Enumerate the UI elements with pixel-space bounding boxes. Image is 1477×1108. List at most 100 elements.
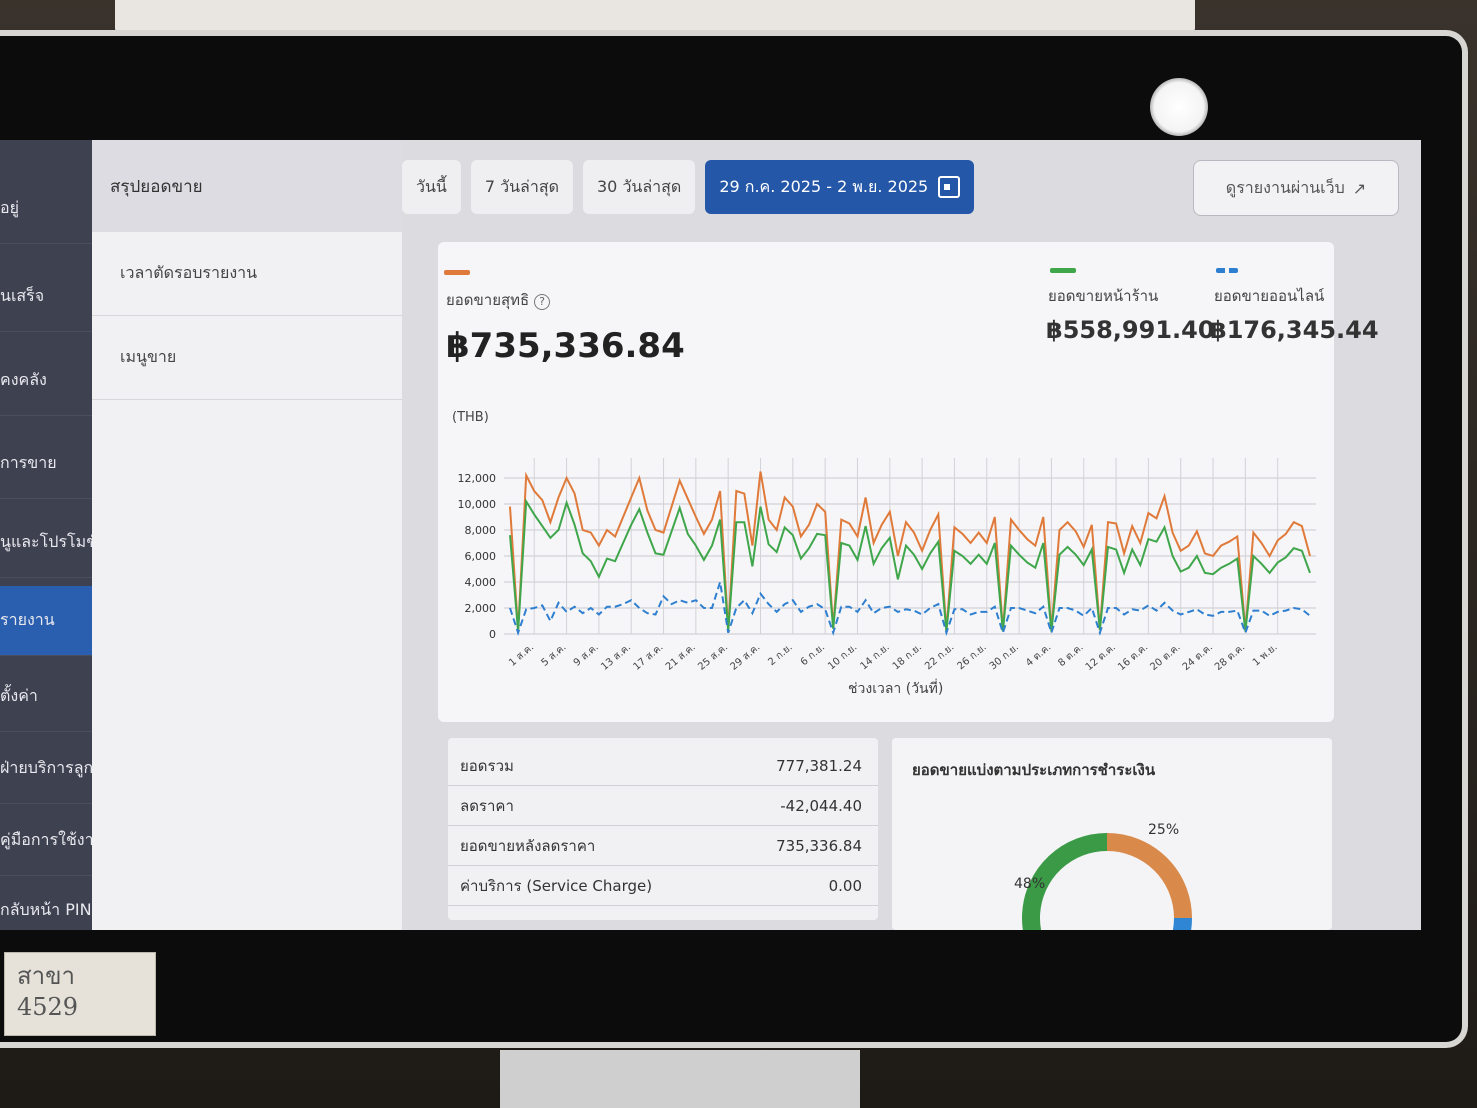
y-tick-label: 4,000 xyxy=(465,576,497,589)
online-legend-swatch xyxy=(1216,268,1238,273)
tab-last-30-days[interactable]: 30 วันล่าสุด xyxy=(583,160,696,214)
donut-slice[interactable] xyxy=(1022,833,1108,930)
x-tick-label: 9 ส.ค. xyxy=(572,642,601,669)
tab-last-7-days[interactable]: 7 วันล่าสุด xyxy=(470,160,573,214)
sidebar-item-0[interactable]: อยู่ xyxy=(0,174,150,244)
x-tick-label: 1 พ.ย. xyxy=(1251,642,1280,669)
summary-row: ยอดขายหลังลดราคา 735,336.84 xyxy=(448,826,878,866)
device-top-stand xyxy=(115,0,1195,34)
summary-row: ลดราคา -42,044.40 xyxy=(448,786,878,826)
sidebar-item-7[interactable]: ฝ่ายบริการลูกค้า xyxy=(0,734,150,804)
sidebar-item-8[interactable]: คู่มือการใช้งาน xyxy=(0,806,150,876)
x-tick-label: 20 ต.ค. xyxy=(1148,642,1182,673)
payment-donut-chart: 48% 25% xyxy=(1014,822,1192,930)
net-sales-label: ยอดขายสุทธิ ? xyxy=(446,288,550,312)
tab-today[interactable]: วันนี้ xyxy=(402,160,461,214)
x-tick-label: 22 ก.ย. xyxy=(923,642,956,672)
help-icon[interactable]: ? xyxy=(533,294,550,310)
summary-row-value: 777,381.24 xyxy=(776,756,862,775)
summary-row-label: ลดราคา xyxy=(460,796,514,815)
x-tick-label: 6 ก.ย. xyxy=(799,642,827,668)
store-sales-label: ยอดขายหน้าร้าน xyxy=(1048,287,1159,305)
sidebar-item-6[interactable]: ตั้งค่า xyxy=(0,662,150,732)
payment-breakdown-title: ยอดขายแบ่งตามประเภทการชำระเงิน xyxy=(912,761,1156,779)
donut-label-25: 25% xyxy=(1148,822,1179,838)
view-web-report-button[interactable]: ดูรายงานผ่านเว็บ ↗ xyxy=(1193,160,1399,216)
x-tick-label: 24 ต.ค. xyxy=(1181,642,1215,673)
branch-sticker: สาขา 4529 xyxy=(4,952,156,1036)
summary-row-value: 735,336.84 xyxy=(776,836,862,855)
summary-row-value: -42,044.40 xyxy=(780,796,862,815)
donut-slice[interactable] xyxy=(1106,833,1192,919)
sidebar-item-9[interactable]: กลับหน้า PIN xyxy=(0,876,150,930)
sidebar-item-label: อยู่ xyxy=(0,198,19,217)
donut-slice[interactable] xyxy=(1097,917,1192,930)
report-subnav: สรุปยอดขาย เวลาตัดรอบรายงาน เมนูขาย xyxy=(92,140,402,930)
sidebar-item-label: กลับหน้า PIN xyxy=(0,900,92,919)
x-tick-label: 13 ส.ค. xyxy=(599,642,633,673)
summary-row-label: ยอดขายหลังลดราคา xyxy=(460,836,596,855)
subnav-item-cutoff[interactable]: เวลาตัดรอบรายงาน xyxy=(92,232,402,316)
x-tick-label: 29 ส.ค. xyxy=(729,642,763,673)
x-tick-label: 25 ส.ค. xyxy=(696,642,730,673)
y-tick-label: 6,000 xyxy=(465,550,497,563)
store-sales-value: ฿558,991.40 xyxy=(1046,316,1215,344)
subnav-header[interactable]: สรุปยอดขาย xyxy=(92,140,402,232)
sidebar-item-3[interactable]: การขาย xyxy=(0,429,150,499)
online-sales-value: ฿176,345.44 xyxy=(1210,316,1379,344)
net-sales-value: ฿735,336.84 xyxy=(446,326,685,366)
chart-unit-label: (THB) xyxy=(452,410,489,425)
sidebar-item-label: นูและโปรโมชั่น xyxy=(0,532,108,551)
store-series-line xyxy=(509,498,1311,632)
y-tick-label: 2,000 xyxy=(465,602,497,615)
x-axis-title: ช่วงเวลา (วันที่) xyxy=(848,681,944,697)
x-tick-label: 10 ก.ย. xyxy=(826,642,859,672)
net-legend-swatch xyxy=(444,270,470,275)
sticker-line-2: 4529 xyxy=(17,993,79,1022)
sidebar-item-label: การขาย xyxy=(0,453,57,472)
y-tick-label: 0 xyxy=(489,628,496,641)
store-legend-swatch xyxy=(1050,268,1076,273)
x-tick-label: 21 ส.ค. xyxy=(664,642,698,673)
x-tick-label: 16 ต.ค. xyxy=(1116,642,1150,673)
x-tick-label: 2 ก.ย. xyxy=(766,642,794,668)
sidebar-item-label: รายงาน xyxy=(0,610,55,629)
x-tick-label: 1 ส.ค. xyxy=(507,642,536,669)
light-glare xyxy=(1150,78,1208,136)
x-tick-label: 14 ก.ย. xyxy=(858,642,891,672)
online-sales-label: ยอดขายออนไลน์ xyxy=(1214,287,1325,305)
view-web-report-label: ดูรายงานผ่านเว็บ xyxy=(1225,177,1345,197)
summary-row-label: ค่าบริการ (Service Charge) xyxy=(460,876,653,895)
payment-breakdown-card: ยอดขายแบ่งตามประเภทการชำระเงิน 48% 25% xyxy=(892,738,1332,930)
sales-chart-card: ยอดขายสุทธิ ? ฿735,336.84 ยอดขายหน้าร้าน… xyxy=(438,242,1379,722)
x-tick-label: 4 ต.ค. xyxy=(1024,642,1053,669)
main-panel: วันนี้ 7 วันล่าสุด 30 วันล่าสุด 29 ก.ค. … xyxy=(402,140,1421,930)
sidebar-item-1[interactable]: นเสร็จ xyxy=(0,262,150,332)
y-tick-label: 8,000 xyxy=(465,524,497,537)
x-tick-label: 26 ก.ย. xyxy=(955,642,988,672)
screen: อยู่นเสร็จคงคลังการขายนูและโปรโมชั่นรายง… xyxy=(0,140,1421,930)
online-series-line xyxy=(509,581,1311,637)
sidebar-item-label: คู่มือการใช้งาน xyxy=(0,830,105,849)
x-tick-label: 18 ก.ย. xyxy=(891,642,924,672)
sidebar-item-4[interactable]: นูและโปรโมชั่น xyxy=(0,508,150,578)
calendar-icon xyxy=(938,176,961,198)
external-link-icon: ↗ xyxy=(1352,178,1367,198)
y-tick-label: 10,000 xyxy=(458,498,497,511)
x-tick-label: 8 ต.ค. xyxy=(1056,642,1085,669)
subnav-item-menu[interactable]: เมนูขาย xyxy=(92,316,402,400)
sidebar-item-label: ตั้งค่า xyxy=(0,686,38,705)
x-tick-label: 17 ส.ค. xyxy=(632,642,666,673)
summary-row: ยอดรวม 777,381.24 xyxy=(448,746,878,786)
sidebar-item-2[interactable]: คงคลัง xyxy=(0,346,150,416)
custom-range-label: 29 ก.ค. 2025 - 2 พ.ย. 2025 xyxy=(719,176,929,196)
sidebar-item-label: นเสร็จ xyxy=(0,286,45,305)
y-tick-label: 12,000 xyxy=(458,472,497,485)
device-stand xyxy=(500,1050,860,1108)
x-tick-label: 5 ส.ค. xyxy=(539,642,568,669)
summary-row: ค่าบริการ (Service Charge) 0.00 xyxy=(448,866,878,906)
sales-summary-table: ยอดรวม 777,381.24 ลดราคา -42,044.40 ยอดขายหล… xyxy=(448,738,878,920)
x-tick-label: 28 ต.ค. xyxy=(1213,642,1247,673)
tab-custom-range[interactable]: 29 ก.ค. 2025 - 2 พ.ย. 2025 xyxy=(705,160,975,214)
